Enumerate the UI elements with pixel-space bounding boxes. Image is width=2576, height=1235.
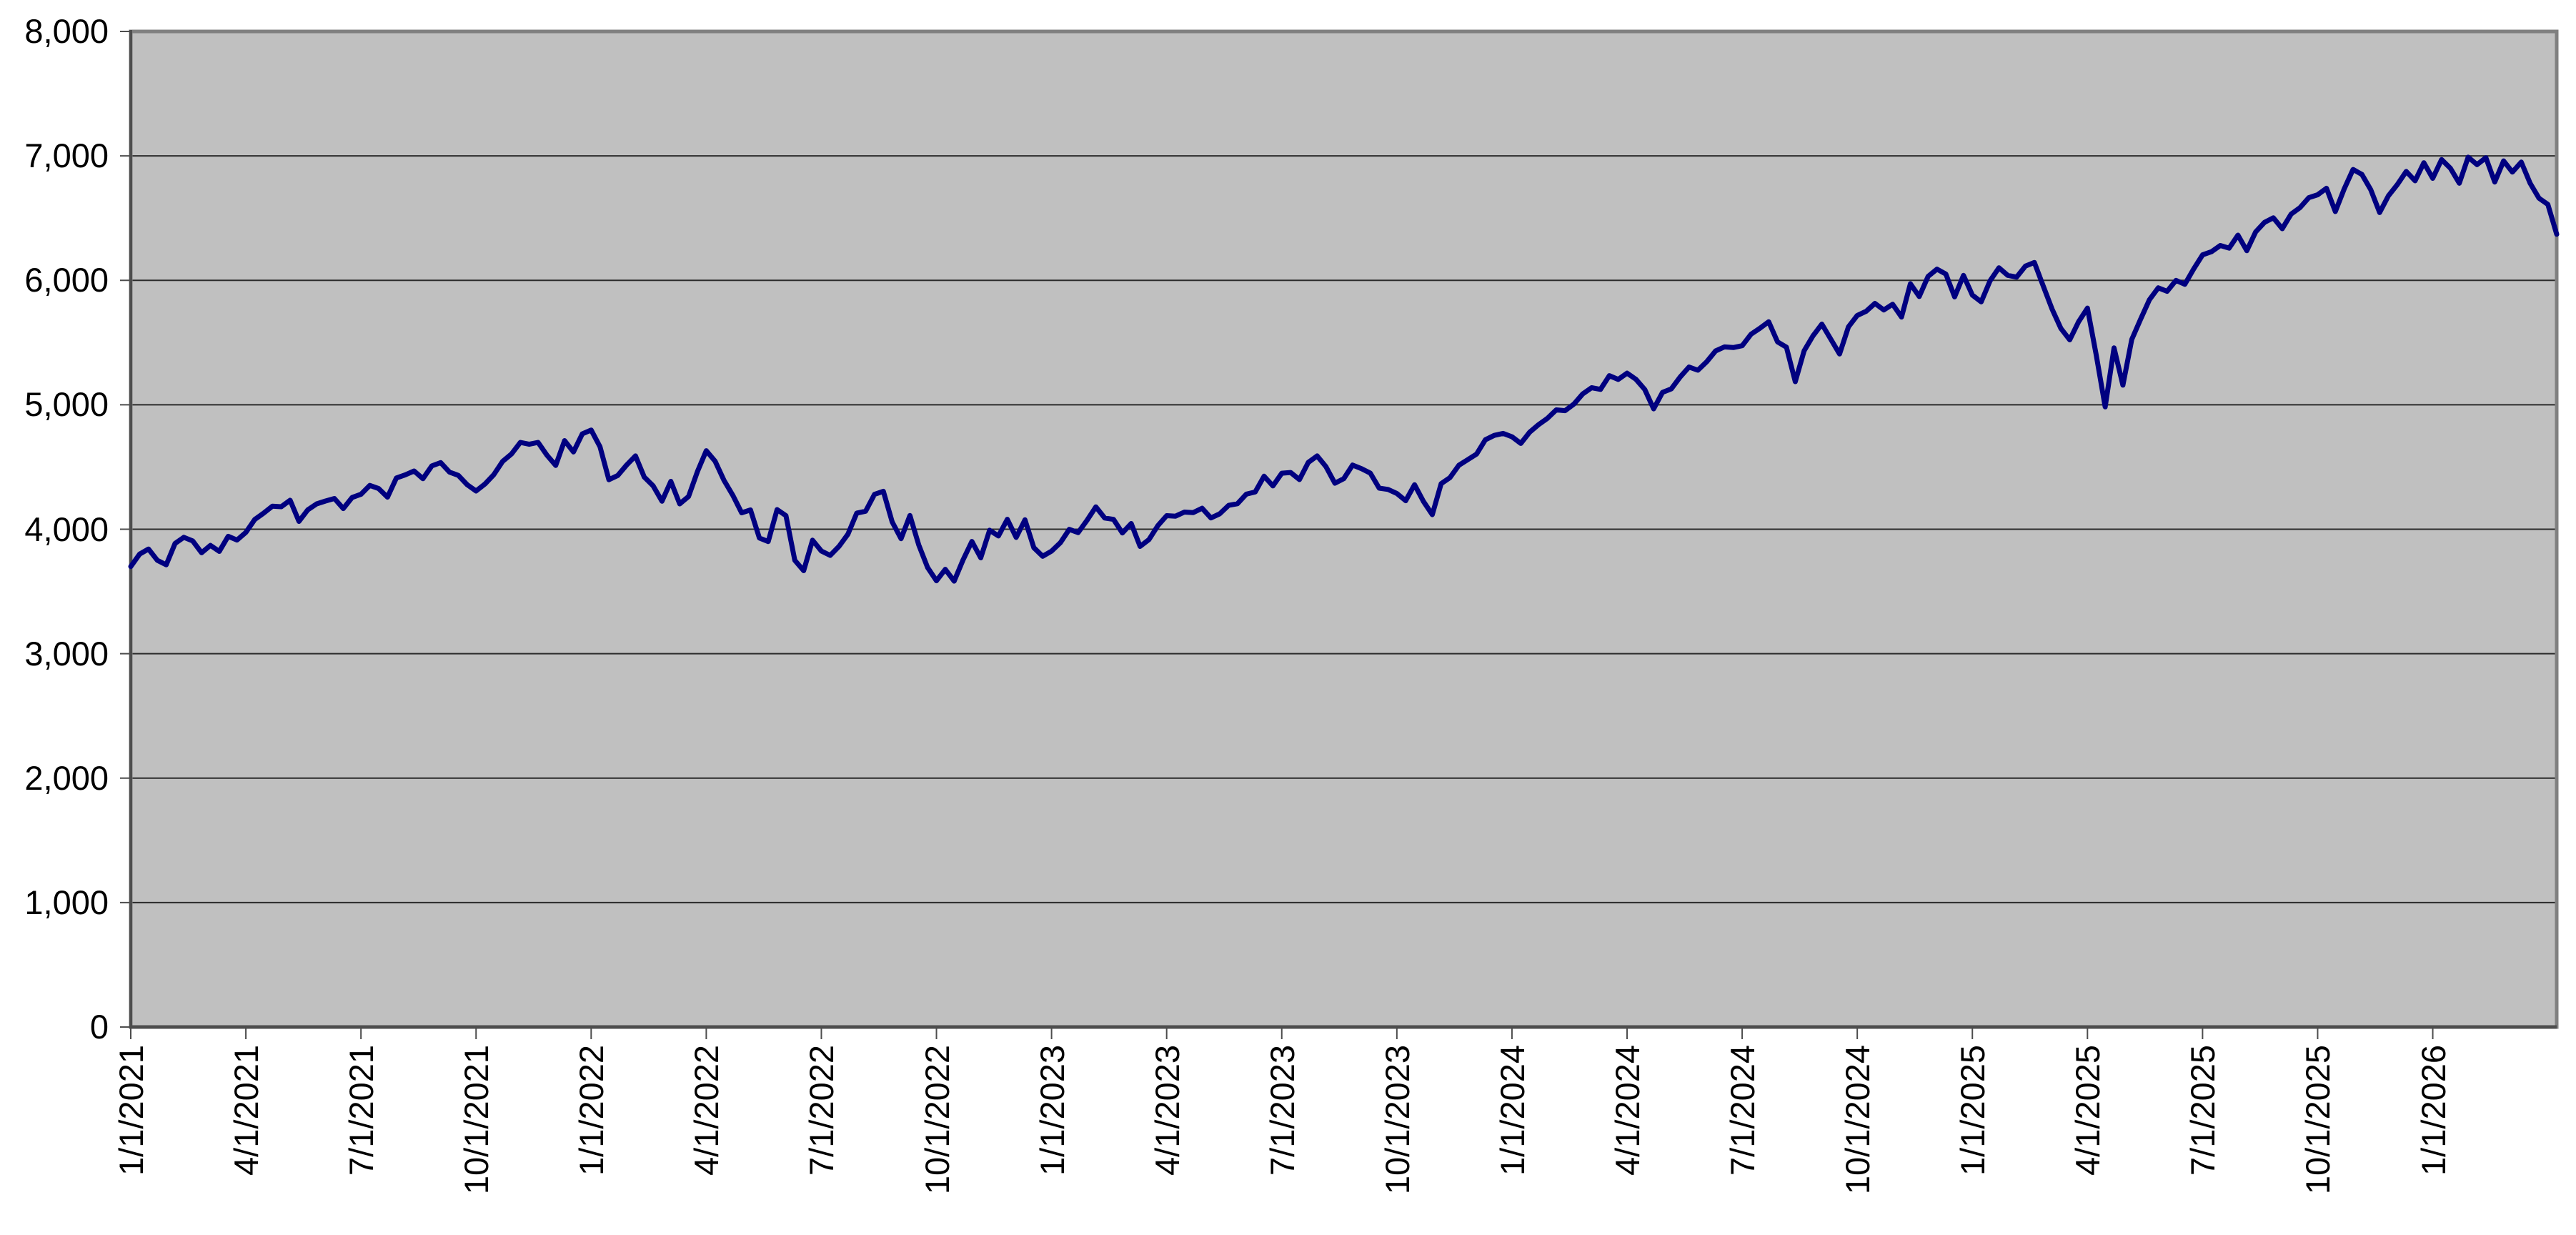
x-axis-label: 7/1/2022	[802, 1045, 841, 1176]
y-axis-label: 3,000	[24, 634, 109, 673]
x-axis-label: 10/1/2023	[1378, 1045, 1416, 1195]
x-axis-label: 10/1/2024	[1839, 1045, 1877, 1195]
y-axis-label: 6,000	[24, 261, 109, 299]
x-axis-label: 4/1/2023	[1148, 1045, 1186, 1176]
x-axis-label: 1/1/2025	[1954, 1045, 1992, 1176]
x-axis-label: 4/1/2025	[2069, 1045, 2107, 1176]
x-axis-label: 7/1/2024	[1724, 1045, 1762, 1176]
x-axis-label: 7/1/2025	[2184, 1045, 2222, 1176]
y-axis-label: 1,000	[24, 883, 109, 921]
x-axis-label: 1/1/2026	[2414, 1045, 2452, 1176]
y-axis-label: 2,000	[24, 758, 109, 797]
x-axis-label: 7/1/2021	[342, 1045, 381, 1176]
x-axis-label: 4/1/2021	[227, 1045, 266, 1176]
x-axis-label: 10/1/2025	[2299, 1045, 2337, 1195]
y-axis-label: 8,000	[24, 12, 109, 50]
y-axis-label: 4,000	[24, 510, 109, 548]
x-axis-label: 10/1/2022	[917, 1045, 956, 1195]
y-axis-label: 0	[89, 1008, 109, 1046]
x-axis-label: 1/1/2024	[1493, 1045, 1531, 1176]
series-line	[128, 154, 2560, 584]
x-axis-label: 4/1/2022	[687, 1045, 726, 1176]
y-axis-label: 7,000	[24, 137, 109, 175]
x-axis-label: 7/1/2023	[1263, 1045, 1301, 1176]
x-axis-label: 10/1/2021	[457, 1045, 496, 1195]
x-axis-label: 4/1/2024	[1608, 1045, 1646, 1176]
y-axis-label: 5,000	[24, 385, 109, 424]
x-axis-label: 1/1/2021	[112, 1045, 150, 1176]
x-axis-label: 1/1/2023	[1033, 1045, 1071, 1176]
x-axis-label: 1/1/2022	[572, 1045, 611, 1176]
